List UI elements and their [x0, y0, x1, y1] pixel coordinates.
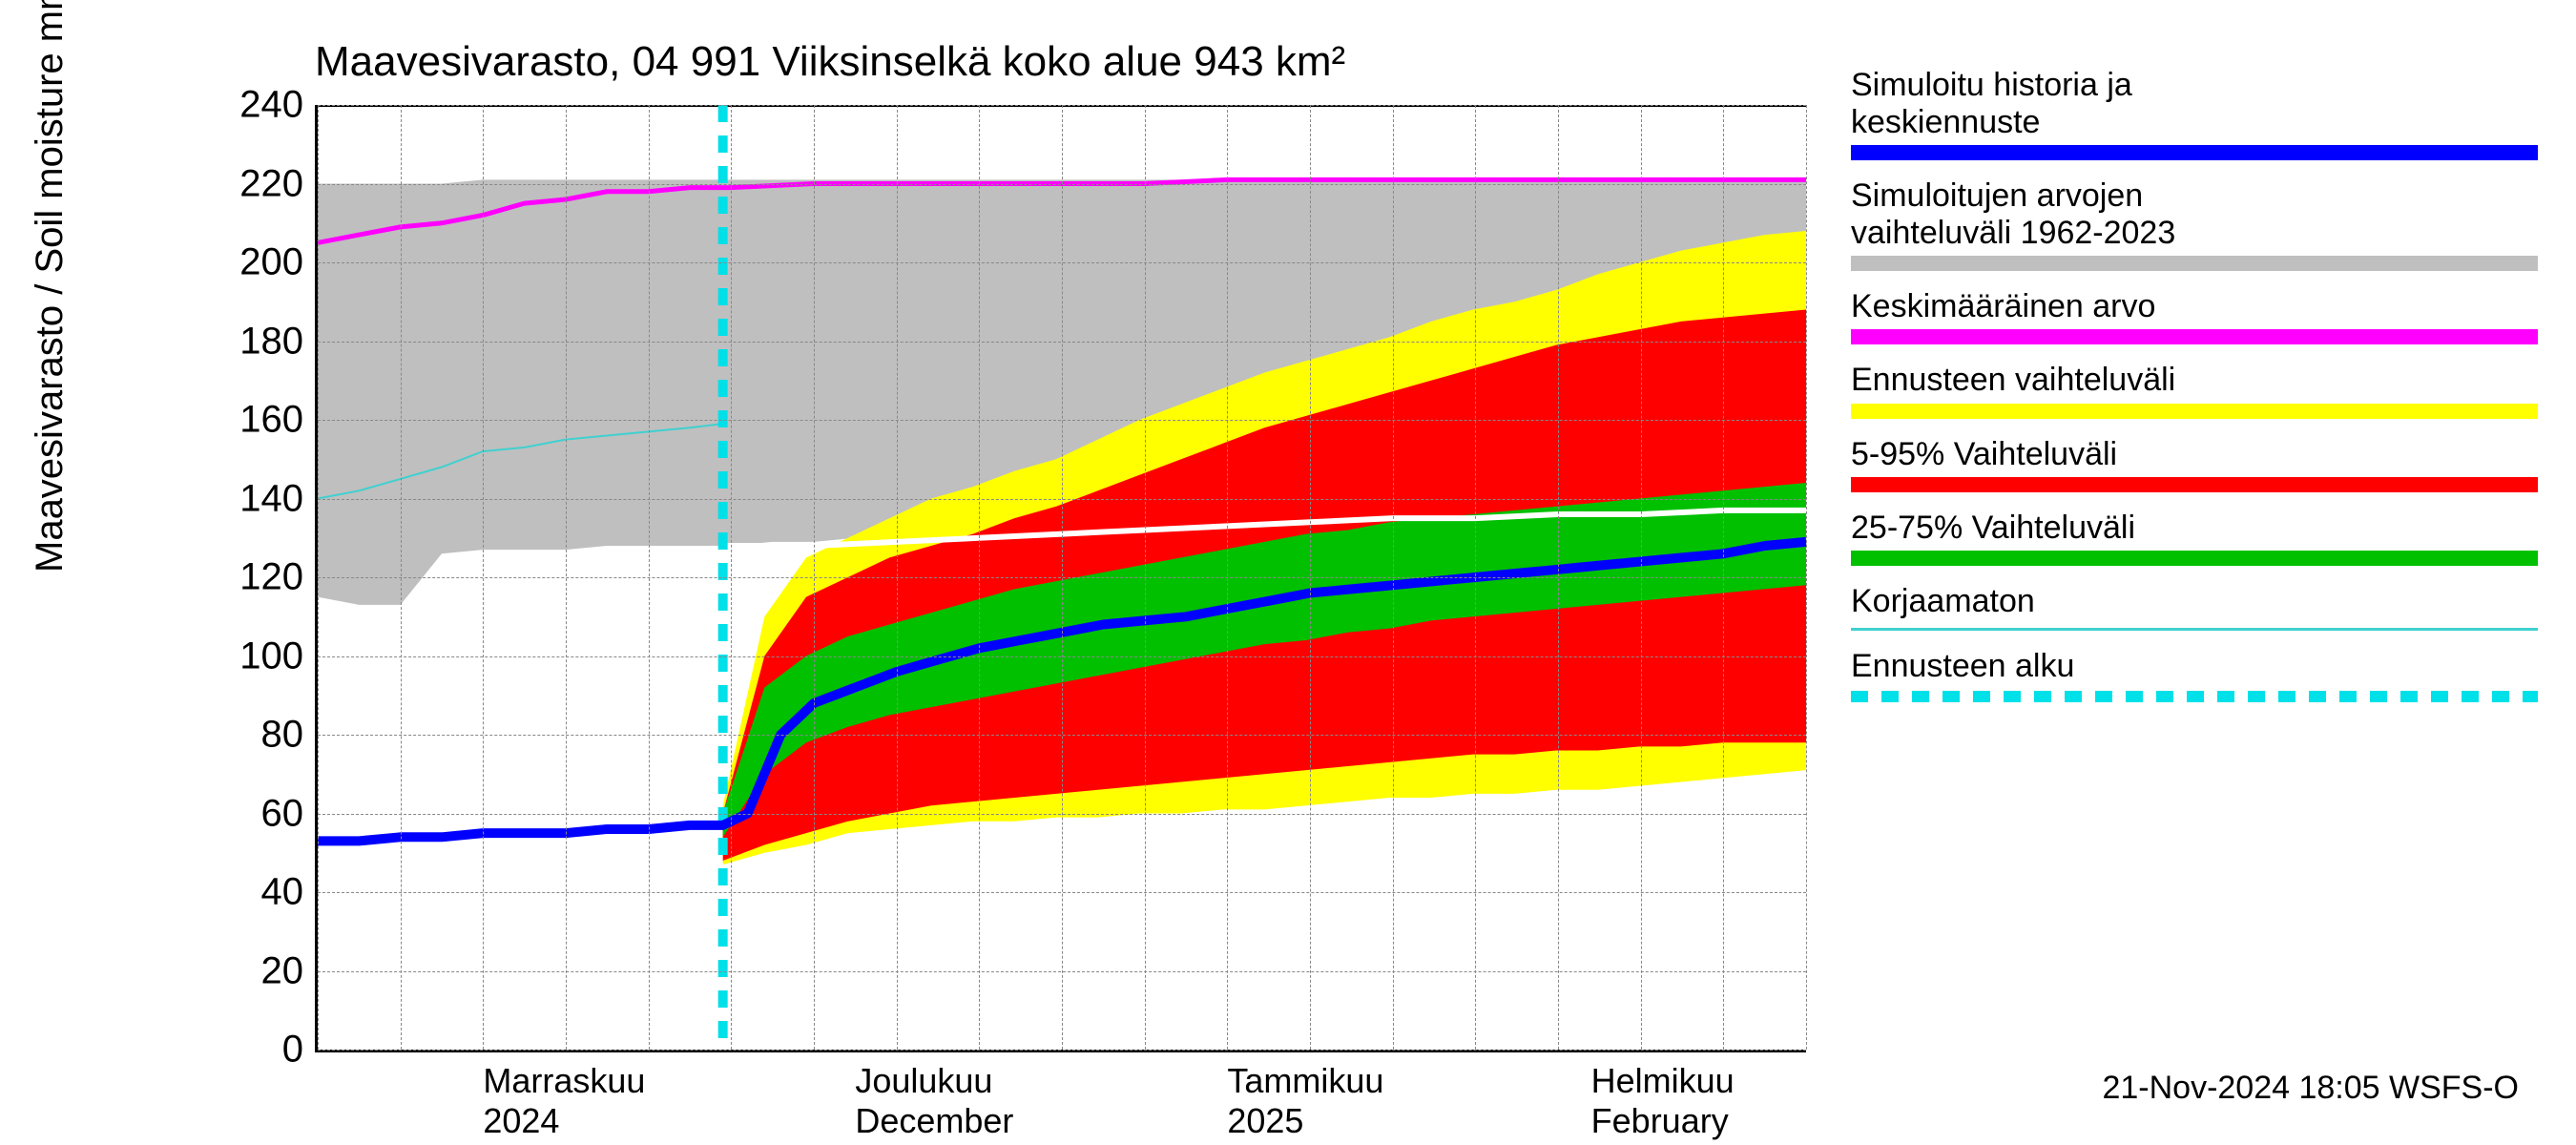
- legend-entry: Ennusteen alku: [1851, 648, 2538, 702]
- x-gridline: [1145, 105, 1146, 1050]
- x-gridline: [1227, 105, 1228, 1050]
- legend-swatch: [1851, 551, 2538, 566]
- legend-label: Ennusteen vaihteluväli: [1851, 362, 2538, 399]
- legend-swatch: [1851, 329, 2538, 344]
- legend-label: 25-75% Vaihteluväli: [1851, 510, 2538, 547]
- y-tick-label: 180: [239, 320, 303, 363]
- y-tick-label: 140: [239, 477, 303, 520]
- chart-container: Maavesivarasto, 04 991 Viiksinselkä koko…: [0, 0, 2576, 1145]
- x-gridline: [1723, 105, 1724, 1050]
- x-month-label: Marraskuu2024: [483, 1061, 645, 1141]
- legend-entry: 5-95% Vaihteluväli: [1851, 436, 2538, 492]
- x-gridline: [1806, 105, 1807, 1050]
- y-axis-label: Maavesivarasto / Soil moisture mm: [29, 0, 72, 572]
- x-gridline: [483, 105, 484, 1050]
- legend-swatch: [1851, 404, 2538, 419]
- x-gridline: [1475, 105, 1476, 1050]
- y-tick-label: 40: [261, 871, 304, 914]
- legend-entry: Ennusteen vaihteluväli: [1851, 362, 2538, 418]
- plot-area: 020406080100120140160180200220240Marrask…: [315, 105, 1806, 1052]
- legend-swatch: [1851, 628, 2538, 631]
- legend-swatch: [1851, 477, 2538, 492]
- legend-swatch: [1851, 145, 2538, 160]
- x-gridline: [731, 105, 732, 1050]
- x-gridline: [1393, 105, 1394, 1050]
- legend-swatch: [1851, 691, 2538, 702]
- y-tick-label: 220: [239, 162, 303, 205]
- legend-label: Keskimääräinen arvo: [1851, 288, 2538, 325]
- x-month-label: HelmikuuFebruary: [1591, 1061, 1735, 1141]
- x-gridline: [1558, 105, 1559, 1050]
- x-gridline: [566, 105, 567, 1050]
- legend-entry: Simuloitujen arvojenvaihteluväli 1962-20…: [1851, 177, 2538, 271]
- x-gridline: [1641, 105, 1642, 1050]
- legend-entry: Korjaamaton: [1851, 583, 2538, 631]
- x-gridline: [318, 105, 319, 1050]
- y-tick-label: 120: [239, 556, 303, 599]
- legend-label: 5-95% Vaihteluväli: [1851, 436, 2538, 473]
- x-gridline: [814, 105, 815, 1050]
- legend-entry: 25-75% Vaihteluväli: [1851, 510, 2538, 566]
- x-gridline: [1062, 105, 1063, 1050]
- legend-label: Simuloitujen arvojenvaihteluväli 1962-20…: [1851, 177, 2538, 252]
- y-gridline: [318, 1050, 1806, 1051]
- x-gridline: [649, 105, 650, 1050]
- x-gridline: [897, 105, 898, 1050]
- x-gridline: [401, 105, 402, 1050]
- y-tick-label: 0: [282, 1029, 303, 1072]
- chart-title: Maavesivarasto, 04 991 Viiksinselkä koko…: [315, 38, 1345, 86]
- timestamp: 21-Nov-2024 18:05 WSFS-O: [2102, 1070, 2519, 1107]
- x-month-label: JoulukuuDecember: [855, 1061, 1013, 1141]
- legend-label: Ennusteen alku: [1851, 648, 2538, 685]
- legend-entry: Simuloitu historia jakeskiennuste: [1851, 67, 2538, 160]
- x-gridline: [979, 105, 980, 1050]
- y-tick-label: 20: [261, 949, 304, 992]
- y-tick-label: 100: [239, 635, 303, 677]
- legend-label: Simuloitu historia jakeskiennuste: [1851, 67, 2538, 141]
- legend-label: Korjaamaton: [1851, 583, 2538, 620]
- legend-swatch: [1851, 256, 2538, 271]
- y-tick-label: 80: [261, 714, 304, 757]
- y-tick-label: 160: [239, 399, 303, 442]
- y-tick-label: 200: [239, 241, 303, 284]
- y-tick-label: 240: [239, 84, 303, 127]
- y-tick-label: 60: [261, 792, 304, 835]
- legend: Simuloitu historia jakeskiennuste Simuloi…: [1851, 67, 2538, 719]
- x-month-label: Tammikuu2025: [1227, 1061, 1383, 1141]
- x-gridline: [1310, 105, 1311, 1050]
- legend-entry: Keskimääräinen arvo: [1851, 288, 2538, 344]
